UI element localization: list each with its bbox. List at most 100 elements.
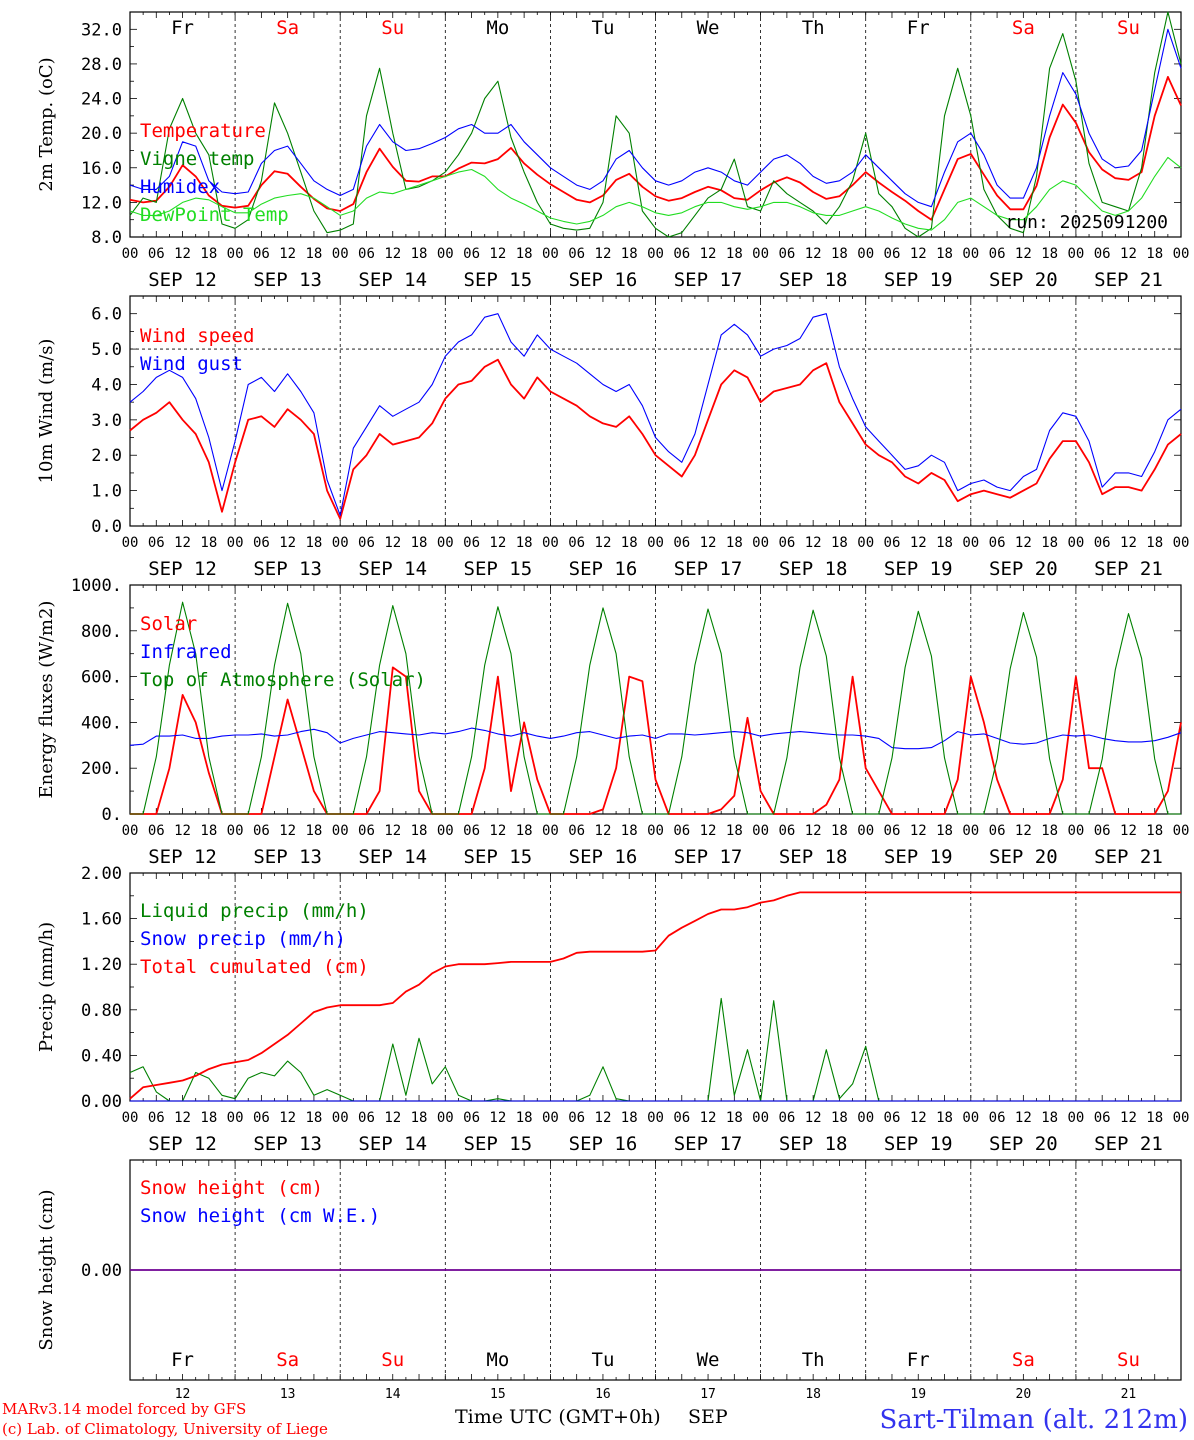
- hour-tick-label: 06: [884, 535, 901, 551]
- date-label: SEP 14: [358, 1133, 427, 1155]
- hour-tick-label: 06: [253, 1110, 270, 1126]
- run-label: run: 2025091200: [1005, 212, 1168, 233]
- hour-tick-label: 06: [673, 1110, 690, 1126]
- hour-tick-label: 00: [647, 246, 664, 262]
- y-tick-label: 12.0: [81, 193, 122, 213]
- hour-tick-label: 06: [778, 246, 795, 262]
- hour-tick-label: 00: [962, 823, 979, 839]
- hour-tick-label: 12: [174, 246, 191, 262]
- hour-tick-label: 00: [227, 1110, 244, 1126]
- date-label: SEP 13: [253, 558, 322, 580]
- hour-tick-label: 12: [1120, 246, 1137, 262]
- hour-tick-label: 12: [595, 246, 612, 262]
- panel-3: Energy fluxes (W/m2): [36, 584, 1182, 815]
- date-label: SEP 13: [253, 269, 322, 291]
- hour-tick-label: 12: [595, 823, 612, 839]
- hour-tick-label: 18: [1041, 246, 1058, 262]
- hour-tick-label: 00: [227, 535, 244, 551]
- y-tick-label: 20.0: [81, 124, 122, 144]
- legend-entry: Snow height (cm): [140, 1177, 323, 1199]
- date-number: 15: [490, 1387, 506, 1402]
- legend-entry: DewPoint Temp: [140, 204, 289, 226]
- hour-tick-label: 18: [936, 535, 953, 551]
- hour-tick-label: 06: [148, 1110, 165, 1126]
- hour-tick-label: 06: [778, 823, 795, 839]
- day-label: Sa: [276, 17, 299, 39]
- hour-tick-label: 12: [910, 535, 927, 551]
- hour-tick-label: 18: [936, 823, 953, 839]
- lab-credit: (c) Lab. of Climatology, University of L…: [2, 1420, 328, 1438]
- hour-tick-label: 12: [489, 246, 506, 262]
- hour-tick-label: 18: [936, 1110, 953, 1126]
- hour-tick-label: 12: [910, 1110, 927, 1126]
- hour-tick-label: 12: [489, 823, 506, 839]
- y-tick-label: 0.00: [81, 1261, 122, 1281]
- hour-tick-label: 00: [542, 535, 559, 551]
- date-label: SEP 21: [1094, 846, 1163, 868]
- hour-tick-label: 00: [332, 246, 349, 262]
- hour-tick-label: 06: [358, 823, 375, 839]
- date-label: SEP 15: [464, 846, 533, 868]
- hour-tick-label: 12: [174, 1110, 191, 1126]
- hour-tick-label: 06: [253, 823, 270, 839]
- hour-tick-label: 00: [857, 823, 874, 839]
- y-tick-label: 0.40: [81, 1046, 122, 1066]
- day-label: Su: [381, 17, 404, 39]
- date-number: 17: [700, 1387, 716, 1402]
- hour-tick-label: 00: [227, 823, 244, 839]
- date-number: 12: [175, 1387, 191, 1402]
- date-label: SEP 15: [464, 558, 533, 580]
- date-label: SEP 19: [884, 558, 953, 580]
- hour-tick-label: 00: [1173, 1110, 1190, 1126]
- day-label: We: [697, 17, 720, 39]
- hour-tick-label: 00: [962, 1110, 979, 1126]
- y-axis-label: Snow height (cm): [36, 1189, 57, 1350]
- hour-tick-label: 06: [148, 823, 165, 839]
- y-tick-label: 1000.: [71, 576, 122, 596]
- hour-tick-label: 06: [148, 246, 165, 262]
- day-label: Fr: [171, 17, 194, 39]
- hour-tick-label: 12: [384, 246, 401, 262]
- y-tick-label: 200.: [81, 759, 122, 779]
- hour-tick-label: 06: [463, 535, 480, 551]
- hour-tick-label: 00: [857, 535, 874, 551]
- series-line-temperature: [129, 76, 1182, 221]
- hour-tick-label: 06: [673, 246, 690, 262]
- station-name: Sart-Tilman (alt. 212m): [879, 1405, 1188, 1435]
- hour-tick-label: 18: [831, 1110, 848, 1126]
- hour-tick-label: 12: [805, 535, 822, 551]
- hour-tick-label: 00: [1067, 1110, 1084, 1126]
- date-label: SEP 20: [989, 1133, 1058, 1155]
- hour-tick-label: 12: [805, 246, 822, 262]
- legend-entry: Top of Atmosphere (Solar): [140, 669, 426, 691]
- y-tick-label: 1.20: [81, 955, 122, 975]
- hour-tick-label: 06: [1094, 823, 1111, 839]
- hour-tick-label: 12: [384, 1110, 401, 1126]
- date-label: SEP 15: [464, 269, 533, 291]
- hour-tick-label: 00: [647, 1110, 664, 1126]
- hour-tick-label: 18: [305, 246, 322, 262]
- legend-entry: Liquid precip (mm/h): [140, 900, 369, 922]
- legend-entry: Wind speed: [140, 325, 254, 347]
- hour-tick-label: 12: [700, 535, 717, 551]
- hour-tick-label: 12: [595, 535, 612, 551]
- hour-tick-label: 00: [752, 246, 769, 262]
- legend-entry: Total cumulated (cm): [140, 956, 369, 978]
- hour-tick-label: 18: [936, 246, 953, 262]
- hour-tick-label: 06: [1094, 1110, 1111, 1126]
- y-axis-label: 10m Wind (m/s): [36, 339, 57, 484]
- hour-tick-label: 18: [1146, 823, 1163, 839]
- hour-tick-label: 12: [1120, 535, 1137, 551]
- hour-tick-label: 18: [1041, 823, 1058, 839]
- hour-tick-label: 06: [989, 535, 1006, 551]
- hour-tick-label: 12: [384, 823, 401, 839]
- date-label: SEP 20: [989, 558, 1058, 580]
- hour-tick-label: 18: [726, 1110, 743, 1126]
- day-label: Fr: [907, 1349, 930, 1371]
- hour-tick-label: 18: [1146, 535, 1163, 551]
- hour-tick-label: 12: [1015, 246, 1032, 262]
- hour-tick-label: 00: [122, 1110, 139, 1126]
- date-number: 16: [595, 1387, 611, 1402]
- series-line-total-cumulated-cm: [129, 891, 1181, 1100]
- series-line-solar: [130, 666, 1182, 815]
